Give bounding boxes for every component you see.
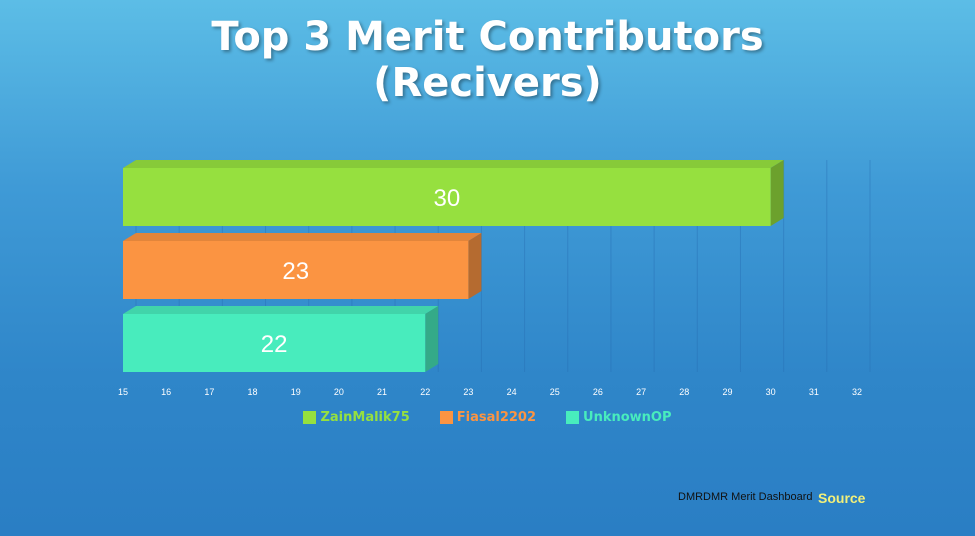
x-tick-label: 19 (291, 387, 301, 397)
bar-side-face (468, 233, 482, 299)
bar-ZainMalik75: 30 (123, 160, 784, 226)
x-tick-label: 18 (248, 387, 258, 397)
bar-top-face (123, 306, 439, 314)
x-tick-label: 29 (722, 387, 732, 397)
bar-value-label: 23 (282, 258, 309, 285)
x-tick-label: 20 (334, 387, 344, 397)
bar-top-face (123, 233, 482, 241)
x-tick-label: 27 (636, 387, 646, 397)
x-tick-label: 15 (118, 387, 128, 397)
bar-top-face (123, 160, 784, 168)
legend-item-ZainMalik75: ZainMalik75 (303, 410, 410, 425)
legend-item-UnknownOP: UnknownOP (566, 410, 672, 425)
legend-swatch (439, 411, 453, 424)
legend-swatch (566, 411, 580, 424)
x-tick-label: 28 (679, 387, 689, 397)
legend-label: Fiasal2202 (456, 410, 537, 425)
legend-item-Fiasal2202: Fiasal2202 (439, 410, 537, 425)
chart-title: Top 3 Merit Contributors (Recivers) (0, 14, 975, 106)
x-tick-label: 25 (550, 387, 560, 397)
bar-value-label: 22 (261, 331, 288, 358)
bar-front-face (123, 241, 469, 299)
x-tick-label: 32 (852, 387, 862, 397)
chart-title-line1: Top 3 Merit Contributors (211, 14, 764, 60)
bar-value-label: 30 (433, 185, 460, 212)
legend-label: ZainMalik75 (320, 410, 410, 425)
x-tick-label: 23 (463, 387, 473, 397)
chart-title-line2: (Recivers) (373, 60, 602, 106)
x-axis-ticks: 15 16 17 18 19 20 21 22 23 24 25 26 27 28 29 30 31 32 (118, 387, 862, 397)
bar-side-face (770, 160, 784, 226)
source-link[interactable]: Source (818, 490, 866, 506)
bar-front-face (123, 168, 771, 226)
bar-front-face (123, 314, 426, 372)
legend: ZainMalik75 Fiasal2202 UnknownOP (0, 410, 975, 425)
x-tick-label: 30 (766, 387, 776, 397)
x-tick-label: 21 (377, 387, 387, 397)
x-tick-label: 26 (593, 387, 603, 397)
bar-UnknownOP: 22 (123, 306, 439, 372)
legend-label: UnknownOP (583, 410, 672, 425)
x-tick-label: 24 (507, 387, 517, 397)
bar-side-face (425, 306, 439, 372)
x-tick-label: 22 (420, 387, 430, 397)
bar-Fiasal2202: 23 (123, 233, 482, 299)
x-tick-label: 31 (809, 387, 819, 397)
x-tick-label: 17 (204, 387, 214, 397)
x-tick-label: 16 (161, 387, 171, 397)
dashboard-credit: DMRDMR Merit Dashboard (678, 491, 813, 503)
bars: 30 23 22 (123, 160, 784, 372)
legend-swatch (303, 411, 317, 424)
